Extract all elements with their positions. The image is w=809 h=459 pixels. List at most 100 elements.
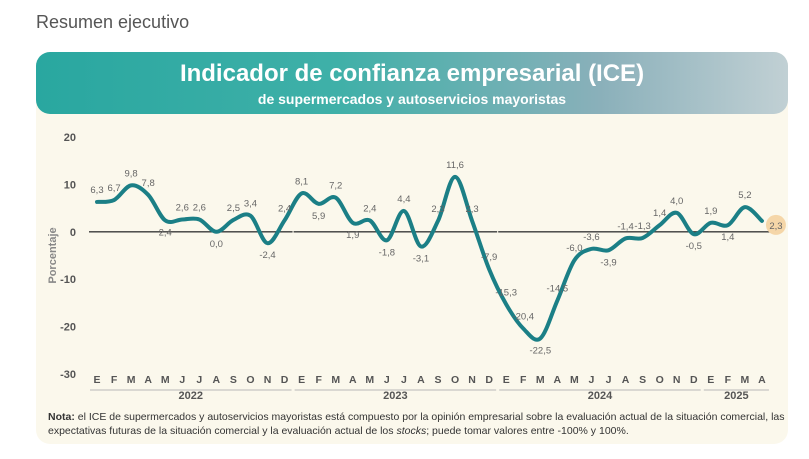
x-tick-label: M [741, 374, 750, 386]
x-tick-label: M [536, 374, 545, 386]
data-label: -2,4 [259, 250, 275, 261]
data-label: -0,5 [686, 241, 702, 252]
x-tick-label: A [417, 374, 425, 386]
data-label: 2,4 [363, 203, 376, 214]
data-label: 11,6 [446, 160, 464, 171]
data-label: -7,9 [481, 252, 497, 263]
x-tick-label: S [639, 374, 646, 386]
data-label: 0,0 [210, 239, 223, 250]
data-label: 2,3 [431, 204, 444, 215]
x-tick-label: S [434, 374, 441, 386]
chart-note: Nota: el ICE de supermercados y autoserv… [48, 410, 788, 438]
x-tick-label: A [554, 374, 562, 386]
y-tick-label: 0 [70, 227, 76, 239]
x-tick-label: A [758, 374, 766, 386]
data-label: -14,5 [547, 284, 569, 295]
year-label: 2022 [179, 390, 203, 402]
highlight-marker [765, 214, 786, 235]
data-label: -1,8 [379, 247, 395, 258]
x-tick-label: J [384, 374, 390, 386]
data-label: 4,0 [670, 196, 683, 207]
data-label: -15,3 [495, 287, 517, 298]
note-text-end: ; puede tomar valores entre -100% y 100%… [426, 425, 629, 437]
x-tick-label: N [264, 374, 272, 386]
year-label: 2023 [383, 390, 407, 402]
section-title: Resumen ejecutivo [36, 12, 190, 32]
data-label: -3,1 [413, 253, 429, 264]
x-tick-label: D [485, 374, 493, 386]
data-label: 1,4 [653, 208, 666, 219]
data-label: -3,6 [583, 232, 599, 243]
data-label: 7,2 [329, 181, 342, 192]
data-label: -1,4 [617, 221, 633, 232]
data-label: -22,5 [529, 345, 551, 356]
x-tick-label: E [93, 374, 100, 386]
x-tick-label: F [520, 374, 527, 386]
x-tick-label: A [349, 374, 357, 386]
x-tick-label: J [589, 374, 595, 386]
note-text: el ICE de supermercados y autoservicios … [48, 411, 785, 437]
x-tick-label: O [656, 374, 664, 386]
x-tick-label: F [725, 374, 732, 386]
data-label: -3,9 [600, 257, 616, 268]
year-label: 2025 [724, 390, 748, 402]
data-label: 2,6 [193, 202, 206, 213]
y-tick-label: 20 [64, 132, 76, 144]
data-label: 7,8 [142, 178, 155, 189]
chart-subtitle: de supermercados y autoservicios mayoris… [257, 91, 567, 107]
data-label: 1,9 [346, 230, 359, 241]
x-tick-label: N [468, 374, 476, 386]
data-label: 8,1 [295, 176, 308, 187]
chart-panel: Indicador de confianza empresarial (ICE)… [36, 52, 788, 444]
data-label: 9,8 [124, 168, 137, 179]
x-tick-label: J [401, 374, 407, 386]
data-label: 1,9 [704, 206, 717, 217]
x-tick-label: S [230, 374, 237, 386]
x-tick-label: J [606, 374, 612, 386]
series-line [95, 174, 764, 342]
data-label: 5,2 [738, 190, 751, 201]
x-tick-label: D [690, 374, 698, 386]
note-label: Nota: [48, 411, 75, 423]
y-tick-label: -10 [60, 274, 76, 286]
x-tick-label: O [246, 374, 254, 386]
data-label: 2,4 [278, 203, 291, 214]
y-tick-label: -30 [60, 369, 76, 381]
x-tick-label: N [673, 374, 681, 386]
data-label: 2,4 [159, 227, 172, 238]
data-label: -1,3 [634, 221, 650, 232]
x-tick-label: F [111, 374, 118, 386]
y-tick-label: 10 [64, 179, 76, 191]
x-tick-label: F [315, 374, 322, 386]
x-tick-label: A [622, 374, 630, 386]
x-tick-label: D [281, 374, 289, 386]
data-label: 2,3 [465, 204, 478, 215]
year-label: 2024 [588, 390, 613, 402]
y-axis-label: Porcentaje [47, 227, 59, 283]
x-tick-label: M [331, 374, 340, 386]
x-tick-label: A [213, 374, 221, 386]
data-label: 3,4 [244, 199, 257, 210]
data-label: 2,5 [227, 203, 240, 214]
x-tick-label: O [451, 374, 459, 386]
x-tick-label: M [570, 374, 579, 386]
x-tick-label: M [127, 374, 136, 386]
y-tick-label: -20 [60, 322, 76, 334]
data-label: 2,3 [769, 221, 782, 232]
data-label: 5,9 [312, 211, 325, 222]
x-tick-label: J [196, 374, 202, 386]
x-tick-label: A [144, 374, 152, 386]
data-label: 6,3 [90, 185, 103, 196]
note-italic: stocks [396, 425, 427, 437]
x-tick-label: E [298, 374, 305, 386]
data-label: 2,6 [176, 202, 189, 213]
x-tick-label: M [161, 374, 170, 386]
chart-banner: Indicador de confianza empresarial (ICE)… [36, 52, 788, 114]
data-label: 1,4 [721, 232, 734, 243]
data-label: -6,0 [566, 243, 582, 254]
x-tick-label: J [179, 374, 185, 386]
x-tick-label: M [365, 374, 374, 386]
x-tick-label: E [707, 374, 714, 386]
chart-title: Indicador de confianza empresarial (ICE) [179, 60, 645, 87]
